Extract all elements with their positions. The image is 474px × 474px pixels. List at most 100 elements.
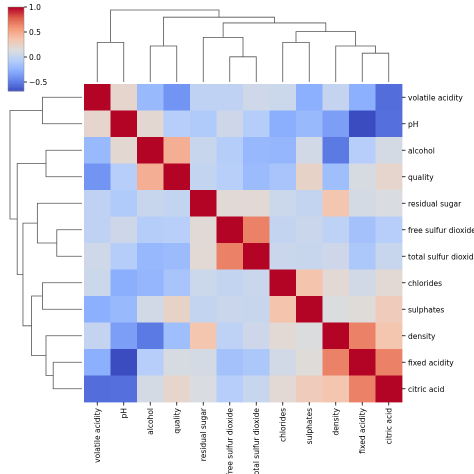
dendrogram-link [16, 163, 46, 275]
colorbar-segment [8, 75, 24, 78]
colorbar-segment [8, 44, 24, 47]
heatmap-cell-4-2 [137, 190, 164, 217]
heatmap-cell-4-0 [84, 190, 111, 217]
heatmap-cell-1-1 [110, 110, 138, 138]
colorbar-segment [8, 29, 24, 32]
heatmap-cell-11-11 [375, 375, 403, 403]
heatmap-cell-8-7 [269, 296, 297, 323]
colorbar-frame [7, 6, 25, 92]
col-label-3: quality [172, 407, 181, 433]
heatmap-cell-1-10 [349, 110, 376, 138]
row-label-8: sulphates [408, 305, 444, 314]
dendrogram-link [42, 282, 82, 310]
heatmap-cell-5-11 [375, 216, 403, 244]
heatmap-cell-1-7 [269, 110, 297, 138]
heatmap-cell-3-11 [375, 163, 403, 191]
dendrogram-link [36, 202, 82, 244]
heatmap-cell-5-4 [190, 216, 217, 244]
row-dendrogram [9, 96, 82, 390]
heatmap-cell-8-0 [84, 296, 111, 323]
colorbar-segment [8, 37, 24, 40]
colorbar-segment [8, 84, 24, 86]
heatmap-cell-9-8 [296, 322, 323, 350]
heatmap-cell-2-11 [375, 137, 403, 164]
heatmap-cell-9-11 [375, 322, 403, 350]
heatmap-cell-8-3 [163, 296, 191, 323]
colorbar-segment [8, 16, 24, 19]
heatmap-cell-10-2 [137, 349, 164, 376]
heatmap-cell-11-1 [110, 375, 138, 403]
row-label-2: alcohol [408, 146, 435, 155]
heatmap-cell-3-4 [190, 163, 217, 191]
colorbar-tick-label-3: 1.0 [29, 3, 41, 12]
colorbar-segment [8, 19, 24, 22]
dendrogram-link [31, 295, 46, 357]
heatmap-cell-3-6 [243, 163, 270, 191]
heatmap-cell-0-4 [190, 84, 217, 111]
heatmap-cell-4-7 [269, 190, 297, 217]
dendrogram-link [45, 149, 82, 178]
heatmap-cell-7-3 [163, 269, 191, 297]
colorbar-segment [8, 14, 24, 16]
colorbar-segment [8, 26, 24, 29]
colorbar-segment [8, 70, 24, 72]
heatmap-cell-1-9 [322, 110, 350, 138]
heatmap-cell-8-1 [110, 296, 138, 323]
dendrogram-link [202, 36, 244, 82]
heatmap-cell-6-1 [110, 243, 138, 270]
heatmap-cell-1-8 [296, 110, 323, 138]
colorbar-segment [8, 54, 24, 57]
heatmap-cell-7-7 [269, 269, 297, 297]
heatmap-cell-6-4 [190, 243, 217, 270]
row-label-6: total sulfur dioxide [408, 252, 474, 261]
heatmap-cell-11-5 [216, 375, 244, 403]
heatmap-cell-1-6 [243, 110, 270, 138]
heatmap-cell-7-10 [349, 269, 376, 297]
colorbar-segment [8, 58, 24, 61]
heatmap-cell-7-2 [137, 269, 164, 297]
heatmap-cell-5-0 [84, 216, 111, 244]
colorbar-segment [8, 21, 24, 23]
heatmap-cell-2-5 [216, 137, 244, 164]
col-label-7: chlorides [278, 408, 287, 442]
colorbar-segment [8, 40, 24, 43]
dendrogram-link [52, 361, 82, 390]
heatmap-cell-7-1 [110, 269, 138, 297]
heatmap-cell-0-3 [163, 84, 191, 111]
heatmap-cell-8-2 [137, 296, 164, 323]
colorbar-segment [8, 47, 24, 50]
colorbar-segment [8, 71, 24, 74]
heatmap-cell-9-3 [163, 322, 191, 350]
colorbar-segment [8, 22, 24, 25]
colorbar-segment [8, 15, 24, 18]
heatmap-cell-10-5 [216, 349, 244, 376]
colorbar-segment [8, 9, 24, 12]
heatmap-cell-0-5 [216, 84, 244, 111]
heatmap-cell-11-4 [190, 375, 217, 403]
colorbar-segment [8, 51, 24, 54]
heatmap-cell-10-11 [375, 349, 403, 376]
heatmap-cell-4-8 [296, 190, 323, 217]
heatmap-cell-2-6 [243, 137, 270, 164]
row-label-10: fixed acidity [408, 358, 454, 367]
heatmap-cell-2-3 [163, 137, 191, 164]
heatmap-cell-0-9 [322, 84, 350, 111]
heatmap-cell-6-6 [243, 243, 270, 270]
heatmap-cell-5-6 [243, 216, 270, 244]
heatmap-cell-8-11 [375, 296, 403, 323]
colorbar-segment [8, 81, 24, 84]
colorbar-segment [8, 18, 24, 21]
heatmap-cell-0-1 [110, 84, 138, 111]
heatmap-cell-10-4 [190, 349, 217, 376]
heatmap-cell-11-8 [296, 375, 323, 403]
heatmap-cell-9-4 [190, 322, 217, 350]
heatmap-cell-9-7 [269, 322, 297, 350]
colorbar-segment [8, 88, 24, 91]
colorbar-segment [8, 49, 24, 51]
heatmap-cell-6-11 [375, 243, 403, 270]
colorbar-segment [8, 86, 24, 89]
heatmap-cell-3-10 [349, 163, 376, 191]
heatmap-cell-7-6 [243, 269, 270, 297]
colorbar-segment [8, 57, 24, 60]
colorbar-segment [8, 46, 24, 49]
